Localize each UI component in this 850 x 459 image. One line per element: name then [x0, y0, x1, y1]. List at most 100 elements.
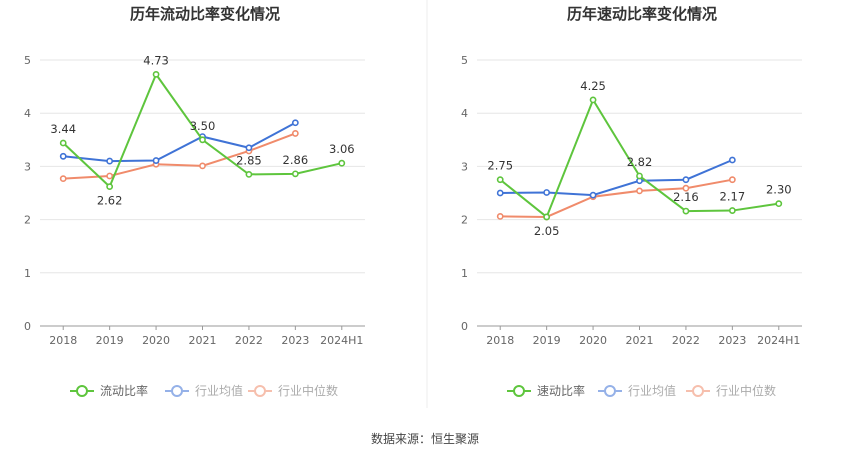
- data-point-avg[interactable]: [728, 156, 736, 164]
- x-tick-label: 2024H1: [320, 334, 363, 347]
- legend-item-main[interactable]: 速动比率: [507, 383, 585, 398]
- quick-ratio-chart: 历年速动比率变化情况 0 1 2 3 4 5 2018 2019 2020 2021 2022 2023…: [461, 5, 802, 398]
- legend-marker-icon: [76, 385, 88, 397]
- data-point-main[interactable]: [106, 183, 114, 191]
- data-point-main[interactable]: [728, 207, 736, 214]
- x-tick-label: 2020: [579, 334, 607, 347]
- data-label: 2.62: [97, 194, 123, 208]
- legend-item-median[interactable]: 行业中位数: [248, 383, 338, 398]
- x-tick-label: 2023: [718, 334, 746, 347]
- data-point-main[interactable]: [543, 213, 551, 221]
- y-tick-label: 3: [461, 160, 468, 173]
- data-point-median[interactable]: [636, 187, 643, 195]
- legend-item-avg[interactable]: 行业均值: [598, 383, 676, 398]
- data-point-main[interactable]: [152, 70, 160, 78]
- x-tick-label: 2021: [189, 334, 217, 347]
- y-tick-label: 2: [24, 214, 31, 227]
- data-point-avg[interactable]: [152, 157, 160, 164]
- legend-label: 行业中位数: [716, 383, 776, 398]
- data-label: 2.05: [534, 224, 560, 238]
- x-tick-label: 2020: [142, 334, 170, 347]
- legend-label: 速动比率: [537, 383, 585, 398]
- source-label: 数据来源：恒生聚源: [371, 431, 479, 446]
- y-tick-label: 0: [461, 320, 468, 333]
- data-point-main[interactable]: [496, 176, 504, 184]
- data-point-main[interactable]: [589, 96, 597, 104]
- x-tick-label: 2024H1: [757, 334, 800, 347]
- data-point-median[interactable]: [291, 130, 299, 137]
- legend-label: 流动比率: [100, 383, 148, 398]
- legend-marker-icon: [692, 385, 704, 397]
- x-tick-label: 2022: [672, 334, 700, 347]
- y-tick-label: 3: [24, 160, 31, 173]
- data-label: 3.50: [190, 119, 216, 133]
- series-line-avg: [500, 159, 733, 197]
- legend-item-main[interactable]: 流动比率: [70, 383, 148, 398]
- data-label: 2.82: [627, 155, 653, 169]
- data-point-main[interactable]: [775, 200, 783, 208]
- data-label: 2.75: [487, 159, 513, 173]
- data-point-median[interactable]: [59, 175, 67, 183]
- data-label: 4.25: [580, 79, 606, 93]
- data-point-main[interactable]: [59, 139, 67, 147]
- data-point-median[interactable]: [199, 162, 206, 170]
- legend-marker-icon: [513, 385, 525, 397]
- x-tick-label: 2019: [96, 334, 124, 347]
- y-tick-label: 4: [461, 107, 468, 120]
- data-point-avg[interactable]: [496, 189, 504, 197]
- y-tick-label: 5: [461, 54, 468, 67]
- data-label: 4.73: [143, 53, 169, 67]
- data-label: 2.85: [236, 153, 262, 167]
- data-point-main[interactable]: [291, 170, 299, 178]
- data-point-median[interactable]: [682, 184, 690, 192]
- data-label: 2.16: [673, 190, 699, 204]
- data-point-median[interactable]: [496, 213, 504, 220]
- series-line-median: [63, 132, 296, 180]
- data-point-main[interactable]: [636, 172, 643, 180]
- data-point-avg[interactable]: [59, 152, 67, 160]
- chart-title: 历年速动比率变化情况: [567, 5, 717, 23]
- data-point-avg[interactable]: [291, 119, 299, 127]
- data-point-avg[interactable]: [682, 176, 690, 184]
- x-tick-label: 2019: [533, 334, 561, 347]
- series-line-avg: [63, 121, 296, 163]
- data-point-avg[interactable]: [543, 189, 551, 196]
- data-label: 3.44: [50, 122, 76, 136]
- legend-marker-icon: [171, 385, 183, 397]
- y-tick-label: 1: [24, 267, 31, 280]
- y-tick-label: 2: [461, 214, 468, 227]
- data-point-avg[interactable]: [245, 144, 253, 152]
- y-tick-label: 5: [24, 54, 31, 67]
- data-point-avg[interactable]: [589, 191, 597, 199]
- legend-label: 行业中位数: [278, 383, 338, 398]
- current-ratio-chart: 历年流动比率变化情况 0 1 2 3 4 5 2018 2019 2020 2021 2022 2023…: [24, 5, 365, 398]
- y-tick-label: 0: [24, 320, 31, 333]
- legend-label: 行业均值: [628, 383, 676, 398]
- legend-marker-icon: [254, 385, 266, 397]
- x-tick-label: 2023: [281, 334, 309, 347]
- data-label: 2.86: [283, 153, 309, 167]
- x-tick-label: 2022: [235, 334, 263, 347]
- chart-title: 历年流动比率变化情况: [130, 5, 280, 23]
- data-label: 3.06: [329, 142, 355, 156]
- x-tick-label: 2018: [486, 334, 514, 347]
- legend-label: 行业均值: [195, 383, 243, 398]
- legend-item-median[interactable]: 行业中位数: [686, 383, 776, 398]
- data-point-main[interactable]: [245, 170, 253, 178]
- data-label: 2.30: [766, 183, 792, 197]
- y-tick-label: 1: [461, 267, 468, 280]
- x-tick-label: 2018: [49, 334, 77, 347]
- legend-marker-icon: [604, 385, 616, 397]
- data-point-median[interactable]: [728, 176, 736, 184]
- series-line-median: [500, 178, 733, 218]
- data-point-avg[interactable]: [106, 157, 114, 165]
- data-point-main[interactable]: [199, 136, 206, 144]
- y-tick-label: 4: [24, 107, 31, 120]
- data-point-main[interactable]: [338, 159, 346, 167]
- data-point-median[interactable]: [106, 172, 114, 180]
- x-tick-label: 2021: [626, 334, 654, 347]
- data-label: 2.17: [720, 190, 746, 204]
- legend-item-avg[interactable]: 行业均值: [165, 383, 243, 398]
- data-point-main[interactable]: [682, 207, 690, 215]
